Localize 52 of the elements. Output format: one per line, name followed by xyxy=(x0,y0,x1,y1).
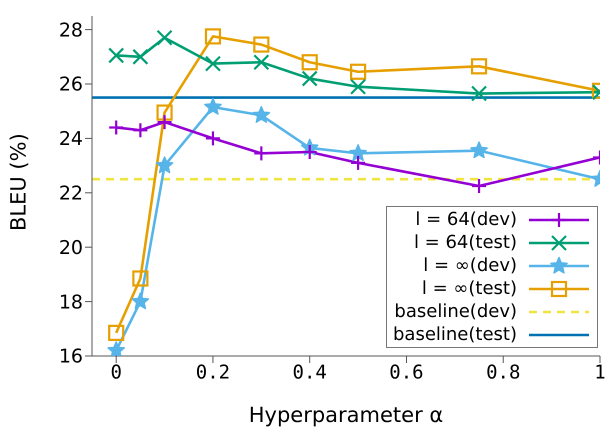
point xyxy=(204,98,222,115)
legend-label: l = 64(test) xyxy=(414,231,517,254)
point xyxy=(302,144,318,160)
point xyxy=(108,324,124,341)
point xyxy=(350,64,366,80)
y-axis-title: BLEU (%) xyxy=(6,133,30,231)
point xyxy=(350,154,366,171)
point xyxy=(302,70,318,87)
x-tick-label: 0.6 xyxy=(389,361,424,384)
point xyxy=(156,156,174,174)
point xyxy=(132,270,148,287)
x-tick-label: 0.2 xyxy=(196,361,230,384)
x-tick-label: 0 xyxy=(110,361,122,384)
point xyxy=(253,54,270,70)
point xyxy=(470,178,488,194)
y-tick-label: 16 xyxy=(58,346,83,368)
point xyxy=(132,48,148,65)
legend-label: baseline(test) xyxy=(392,323,517,346)
point xyxy=(253,36,270,53)
point xyxy=(156,114,173,130)
point xyxy=(132,122,148,138)
point xyxy=(349,144,367,161)
point xyxy=(204,28,222,44)
point xyxy=(470,141,488,158)
point xyxy=(156,104,173,121)
point xyxy=(108,119,124,136)
x-tick-label: 0.8 xyxy=(486,361,520,384)
y-tick-label: 20 xyxy=(58,236,83,259)
y-tick-label: 28 xyxy=(58,19,83,42)
point xyxy=(132,292,150,310)
point xyxy=(253,145,270,162)
point xyxy=(470,85,488,102)
x-axis-title: Hyperparameter α xyxy=(248,403,444,427)
point xyxy=(302,54,318,70)
x-tick-label: 0.4 xyxy=(292,361,327,384)
legend-label: l = ∞(dev) xyxy=(423,254,517,277)
point xyxy=(108,47,124,64)
point xyxy=(470,58,488,74)
legend-label: l = 64(dev) xyxy=(415,208,517,231)
point xyxy=(350,78,366,95)
point xyxy=(107,341,126,356)
point xyxy=(204,56,222,72)
point xyxy=(204,130,222,146)
y-tick-label: 24 xyxy=(58,128,83,150)
y-tick-label: 26 xyxy=(58,74,83,96)
y-tick-label: 22 xyxy=(58,182,83,205)
x-tick-label: 1 xyxy=(594,361,606,384)
y-tick-label: 18 xyxy=(58,291,83,314)
point xyxy=(156,30,173,46)
legend-label: baseline(dev) xyxy=(394,300,517,323)
legend-label: l = ∞(test) xyxy=(422,277,517,300)
point xyxy=(252,106,270,123)
